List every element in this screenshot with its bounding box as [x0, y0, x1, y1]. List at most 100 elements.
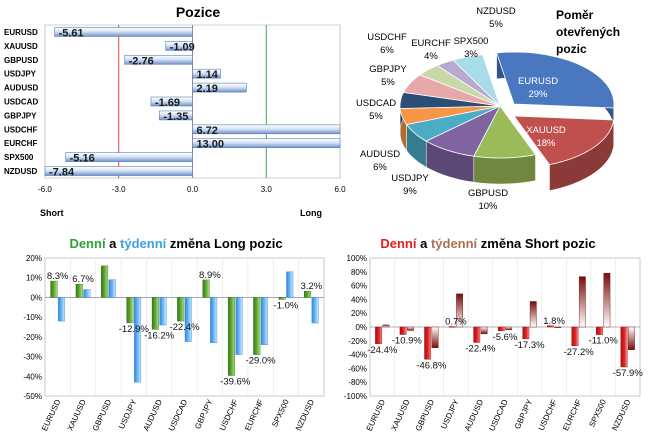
pie-labels: EURUSD 29% XAUUSD 18% GBPUSD 10% USDJPY 9% AUDUS…	[356, 6, 566, 212]
positions-tick-label: 6.0	[334, 185, 346, 194]
positions-bar-usdcad	[150, 96, 193, 107]
pie-label-audusd: AUDUSD	[360, 149, 400, 160]
long-data-label: 8.9%	[199, 270, 221, 281]
short-change-data-labels: -24.4%-10.9% -46.8% 0.7% -22.4%-5.6%-17.3% 1…	[367, 316, 643, 379]
positions-value-audusd: 2.19	[197, 83, 218, 95]
short-bar-denn-eurchf	[571, 326, 579, 346]
short-bar-denn-spx500	[596, 326, 603, 335]
long-bar-denn-eurchf	[253, 297, 261, 355]
positions-bars	[44, 27, 341, 176]
long-bar-denn-spx500	[278, 297, 286, 300]
positions-bar-usdchf	[192, 124, 341, 135]
positions-chart-title: Pozice	[176, 4, 221, 20]
short-category-usdchf: USDCHF	[537, 398, 559, 432]
pie-label-usdjpy: USDJPY	[391, 173, 429, 184]
short-y-tick: -40%	[348, 351, 367, 360]
title-part: týdenní	[120, 236, 167, 251]
long-y-tick: -20%	[23, 333, 42, 342]
long-bar-denn-nzdusd	[304, 290, 312, 298]
long-bar-t-denn-xauusd	[83, 289, 91, 298]
pie-value-gbpusd: 10%	[478, 201, 498, 212]
short-bar-t-denn-usdjpy	[456, 293, 463, 328]
short-change-categories: EURUSD XAUUSD GBPUSD USDJPY AUDUSD USDCAD GBPJ…	[365, 397, 633, 432]
pie-slice-usdchf	[402, 74, 501, 107]
short-category-eurusd: EURUSD	[365, 398, 388, 433]
pie-value-nzdusd: 5%	[489, 19, 503, 30]
title-part: a	[106, 236, 120, 251]
long-data-label: -22.4%	[169, 322, 200, 333]
short-bar-t-denn-usdchf	[554, 326, 562, 329]
pie-slice-usdcad	[399, 105, 501, 125]
short-data-label: -22.4%	[465, 343, 496, 354]
positions-category-gbpusd: GBPUSD	[4, 56, 38, 65]
short-data-label: -10.9%	[392, 336, 423, 347]
long-category-usdcad: USDCAD	[167, 398, 190, 433]
short-y-tick: 20%	[351, 309, 367, 318]
short-bar-t-denn-gbpusd	[431, 326, 439, 348]
short-change-chart-title: Denní a týdenní změna Short pozic	[380, 236, 595, 251]
long-data-label: -1.0%	[274, 300, 299, 311]
long-y-tick: 0%	[30, 293, 42, 302]
positions-value-gbpusd: -2.76	[129, 55, 154, 67]
long-category-eurchf: EURCHF	[243, 398, 265, 432]
positions-value-spx500: -5.16	[70, 153, 95, 165]
long-change-bars	[50, 265, 319, 383]
short-data-label: 0.7%	[445, 317, 467, 328]
title-part: Denní	[69, 236, 106, 251]
long-bar-t-denn-eurusd	[57, 297, 65, 322]
short-y-tick: 60%	[351, 282, 367, 291]
short-bar-denn-usdjpy	[448, 326, 456, 328]
positions-category-nzdusd: NZDUSD	[4, 167, 38, 176]
pie-title-line-1: Poměr	[556, 8, 594, 22]
long-bar-t-denn-spx500	[286, 271, 294, 298]
pie-value-gbpjpy: 5%	[381, 77, 395, 88]
long-category-spx500: SPX500	[270, 398, 291, 429]
positions-bar-eurchf	[192, 138, 341, 149]
title-part: změna Long pozic	[166, 236, 282, 251]
pie-label-eurchf: EURCHF	[411, 38, 451, 49]
positions-category-spx500: SPX500	[4, 153, 34, 162]
positions-value-labels: -5.61 -1.09 -2.76 1.14 2.19 -1.69 -1.35 6.72 13.…	[49, 27, 224, 178]
long-data-label: 6.7%	[72, 274, 94, 285]
long-y-tick: -40%	[23, 372, 42, 381]
positions-bar-spx500	[65, 152, 193, 162]
long-category-audusd: AUDUSD	[142, 398, 165, 433]
short-category-spx500: SPX500	[587, 398, 608, 429]
pie-wall-gbpusd	[473, 154, 536, 185]
pie-slice-eurchf	[419, 65, 501, 107]
short-bar-denn-gbpjpy	[522, 326, 530, 340]
title-part: týdenní	[431, 236, 478, 251]
pie-slice-eurusd	[496, 51, 615, 109]
positions-tick-labels: -6.0 -3.0 0.0 3.0 6.0	[38, 185, 346, 194]
short-y-tick: -80%	[348, 378, 367, 387]
pie-slice-xauusd	[513, 115, 615, 166]
short-bar-t-denn-usdcad	[505, 326, 513, 330]
positions-value-gbpjpy: -1.35	[163, 111, 188, 123]
pie-label-spx500: SPX500	[454, 36, 489, 47]
long-bar-denn-usdjpy	[126, 297, 134, 324]
short-change-bars	[375, 272, 635, 368]
short-change-y-ticks: 100% 80% 60% 40% 20% 0% -20% -40% -60% -80% -100%	[344, 254, 367, 401]
short-category-nzdusd: NZDUSD	[610, 398, 632, 432]
long-bar-t-denn-audusd	[159, 297, 167, 326]
short-category-eurchf: EURCHF	[561, 398, 583, 432]
short-bar-denn-nzdusd	[620, 326, 628, 368]
positions-category-labels: EURUSD XAUUSD GBPUSD USDJPY AUDUSD USDCAD GBPJ…	[4, 28, 38, 176]
long-data-label: -16.2%	[144, 330, 175, 341]
short-bar-denn-usdchf	[547, 325, 554, 328]
long-bar-denn-usdcad	[177, 297, 185, 322]
positions-category-gbpjpy: GBPJPY	[4, 111, 37, 120]
positions-value-nzdusd: -7.84	[49, 167, 75, 179]
short-data-label: 1.8%	[543, 316, 565, 327]
short-data-label: -46.8%	[416, 360, 447, 371]
pie-label-nzdusd: NZDUSD	[476, 6, 516, 17]
title-part: Denní	[380, 236, 417, 251]
pie-value-xauusd: 18%	[536, 138, 556, 149]
long-y-tick: 20%	[26, 254, 42, 263]
short-bar-t-denn-eurusd	[382, 324, 390, 328]
short-y-tick: 0%	[355, 323, 367, 332]
long-bar-denn-gbpjpy	[202, 279, 210, 298]
pie-label-usdcad: USDCAD	[356, 98, 396, 109]
pie-slice-gbpusd	[473, 105, 537, 159]
pie-chart-title: Poměr otevřených pozic	[556, 8, 620, 56]
